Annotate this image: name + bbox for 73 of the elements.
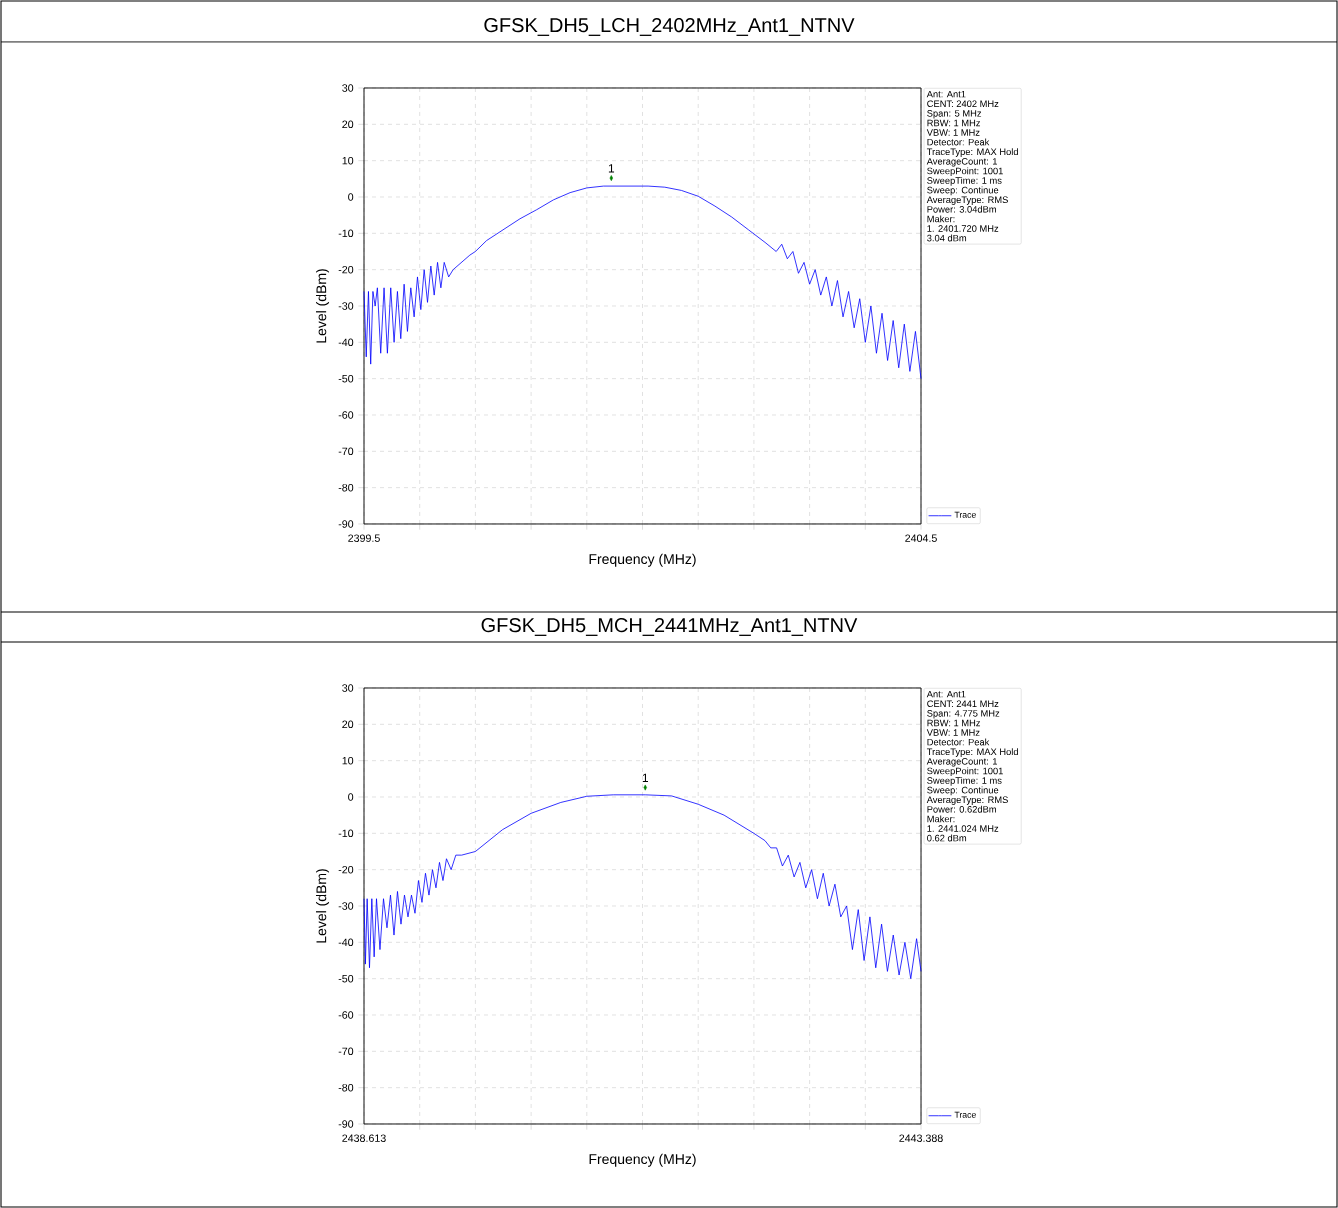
y-tick-label: -60 bbox=[338, 411, 354, 419]
text: AverageType: RMS bbox=[926, 196, 1008, 205]
text: CENT: 2441 MHz bbox=[927, 700, 999, 708]
x-tick-label: 2443.388 bbox=[899, 1134, 943, 1142]
y-tick-label: -70 bbox=[338, 1047, 354, 1056]
text: 0.62 dBm bbox=[927, 834, 967, 842]
y-tick-label: -30 bbox=[338, 302, 354, 310]
text: Ant: Ant1 bbox=[926, 90, 966, 98]
y-tick-label: 10 bbox=[342, 156, 354, 165]
text: Maker: bbox=[927, 815, 955, 823]
y-tick-label: -40 bbox=[338, 338, 354, 347]
text: Detector: Peak bbox=[927, 138, 990, 146]
text: TraceType: MAX Hold bbox=[926, 748, 1018, 757]
text: SweepPoint: 1001 bbox=[927, 767, 1003, 777]
text: Span: 4.775 MHz bbox=[927, 710, 1000, 719]
chart-title: GFSK_DH5_MCH_2441MHz_Ant1_NTNV bbox=[481, 618, 858, 636]
y-tick-label: 30 bbox=[342, 684, 354, 692]
x-tick-label: 2399.5 bbox=[348, 534, 380, 542]
text: VBW: 1 MHz bbox=[926, 129, 980, 136]
y-tick-label: -60 bbox=[338, 1011, 354, 1019]
text: Ant: Ant1 bbox=[926, 690, 966, 698]
y-tick-label: 10 bbox=[342, 756, 354, 765]
text: RBW: 1 MHz bbox=[927, 719, 981, 727]
y-tick-label: -50 bbox=[338, 974, 354, 983]
text: CENT: 2402 MHz bbox=[927, 100, 999, 108]
text: VBW: 1 MHz bbox=[926, 729, 980, 736]
y-tick-label: -20 bbox=[338, 265, 354, 274]
text: Power: 3.04dBm bbox=[927, 205, 996, 213]
line-series bbox=[363, 794, 922, 980]
y-tick-label: -30 bbox=[338, 902, 354, 910]
y-tick-label: -20 bbox=[338, 865, 354, 874]
y-axis-title: Level (dBm) bbox=[315, 869, 330, 943]
x-axis-title: Frequency (MHz) bbox=[589, 553, 696, 567]
y-tick-label: -90 bbox=[338, 1120, 354, 1128]
text: AverageCount: 1 bbox=[926, 758, 997, 767]
x-axis-title: Frequency (MHz) bbox=[589, 1153, 696, 1167]
y-tick-label: -90 bbox=[338, 520, 354, 528]
text: Power: 0.62dBm bbox=[927, 805, 996, 813]
y-tick-label: 0 bbox=[348, 793, 354, 801]
text: 1. 2401.720 MHz bbox=[927, 225, 999, 232]
y-tick-label: -80 bbox=[338, 483, 354, 492]
text: 3.04 dBm bbox=[927, 234, 967, 242]
chart-title: GFSK_DH5_LCH_2402MHz_Ant1_NTNV bbox=[484, 18, 855, 36]
x-tick-label: 2404.5 bbox=[905, 534, 937, 542]
text: SweepTime: 1 ms bbox=[927, 176, 1002, 186]
text: SweepPoint: 1001 bbox=[927, 167, 1003, 177]
text: Detector: Peak bbox=[927, 738, 990, 746]
y-axis-title: Level (dBm) bbox=[315, 269, 330, 343]
text: RBW: 1 MHz bbox=[927, 119, 981, 127]
y-tick-label: -70 bbox=[338, 447, 354, 456]
legend-label: Trace bbox=[954, 511, 976, 518]
y-tick-label: -10 bbox=[338, 229, 354, 238]
y-tick-label: 20 bbox=[342, 120, 354, 129]
text: Sweep: Continue bbox=[927, 786, 999, 796]
text: TraceType: MAX Hold bbox=[926, 148, 1018, 157]
text: Span: 5 MHz bbox=[927, 110, 982, 119]
text: AverageCount: 1 bbox=[926, 158, 997, 167]
text: SweepTime: 1 ms bbox=[927, 777, 1002, 786]
y-tick-label: -80 bbox=[338, 1083, 354, 1092]
x-tick-label: 2438.613 bbox=[342, 1134, 386, 1142]
text: 1. 2441.024 MHz bbox=[927, 825, 999, 832]
legend-label: Trace bbox=[954, 1111, 976, 1118]
y-tick-label: -10 bbox=[338, 829, 354, 838]
y-tick-label: 0 bbox=[348, 193, 354, 201]
text: Sweep: Continue bbox=[927, 186, 999, 196]
y-tick-label: 30 bbox=[342, 84, 354, 92]
text: Maker: bbox=[927, 215, 955, 223]
text: AverageType: RMS bbox=[926, 796, 1008, 805]
annotation: 1 bbox=[642, 773, 648, 782]
y-tick-label: -50 bbox=[338, 374, 354, 383]
y-tick-label: 20 bbox=[342, 720, 354, 729]
y-tick-label: -40 bbox=[338, 938, 354, 947]
annotation: 1 bbox=[608, 164, 615, 173]
